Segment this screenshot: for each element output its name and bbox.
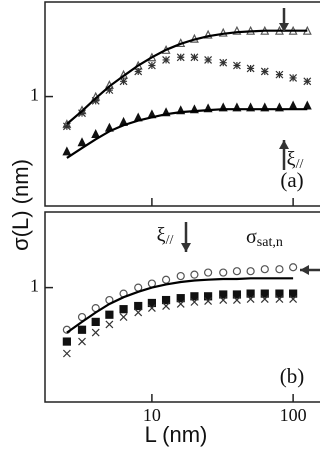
panel-label: (b) — [280, 364, 305, 388]
point — [161, 295, 171, 305]
point — [260, 289, 269, 298]
point — [162, 302, 170, 310]
point — [162, 56, 170, 64]
point — [232, 61, 241, 70]
point — [134, 301, 143, 311]
point — [275, 289, 284, 298]
point — [78, 109, 86, 118]
point — [219, 296, 228, 304]
point — [62, 337, 71, 346]
annotation: ξ// — [157, 224, 174, 249]
y-axis-label: σ(L) (nm) — [8, 159, 33, 251]
point — [134, 308, 143, 317]
point — [204, 56, 213, 64]
point — [190, 53, 199, 62]
point — [232, 25, 242, 35]
point — [91, 129, 101, 138]
point — [289, 289, 298, 298]
point — [275, 295, 284, 304]
point — [119, 77, 128, 86]
annotation-subscript: // — [296, 157, 304, 172]
annotation-symbol: ξ — [287, 148, 296, 170]
point — [232, 290, 242, 299]
point — [219, 268, 228, 277]
annotation-symbol: ξ — [157, 224, 166, 246]
arrow-head — [279, 23, 289, 32]
point — [232, 267, 242, 276]
point — [190, 292, 199, 301]
point — [289, 295, 298, 304]
annotation: ξ// — [287, 148, 304, 173]
arrow-head — [300, 265, 309, 275]
x-tick-label: 100 — [280, 405, 307, 425]
point — [62, 349, 71, 358]
point — [134, 67, 143, 76]
point — [62, 122, 71, 131]
point — [105, 86, 114, 95]
annotation-subscript: // — [166, 233, 174, 248]
point — [91, 96, 100, 105]
point — [203, 29, 213, 39]
point — [78, 337, 86, 346]
point — [303, 77, 312, 86]
x-tick-label: 10 — [143, 405, 161, 425]
x-axis-label: L (nm) — [145, 422, 208, 447]
point — [246, 267, 255, 276]
fit-curve — [66, 29, 308, 125]
arrow-head — [279, 140, 289, 149]
point — [275, 265, 284, 274]
point — [91, 317, 100, 326]
annotation-subscript: sat,n — [257, 235, 283, 250]
point — [246, 289, 255, 298]
point — [219, 58, 228, 67]
point — [119, 305, 128, 314]
y-tick-label: 1 — [30, 276, 39, 296]
point — [176, 294, 185, 303]
point — [105, 310, 114, 319]
point — [91, 328, 100, 337]
point — [147, 61, 156, 70]
point — [176, 53, 185, 62]
point — [289, 263, 298, 272]
axes-frame — [44, 211, 320, 403]
point — [260, 67, 269, 76]
point — [77, 325, 87, 334]
point — [232, 296, 241, 304]
point — [176, 300, 185, 308]
fit-curve — [66, 277, 294, 334]
point — [147, 298, 156, 308]
point — [190, 270, 199, 279]
point — [190, 298, 199, 306]
point — [119, 313, 128, 321]
point — [204, 297, 213, 305]
point — [77, 312, 87, 322]
point — [147, 304, 156, 313]
point — [302, 100, 312, 110]
point — [260, 265, 269, 274]
point — [77, 137, 87, 147]
point — [246, 295, 255, 304]
annotation-symbol: σ — [246, 226, 257, 248]
point — [275, 70, 284, 79]
point — [105, 320, 114, 329]
point — [176, 271, 185, 281]
panel-label: (a) — [280, 168, 303, 192]
point — [219, 290, 228, 299]
annotation: σsat,n — [246, 226, 283, 251]
point — [260, 295, 269, 304]
point — [246, 64, 255, 73]
point — [62, 146, 72, 156]
point — [288, 100, 298, 110]
point — [289, 73, 298, 82]
point — [203, 292, 213, 301]
y-tick-label: 1 — [30, 85, 39, 105]
point — [203, 268, 213, 277]
fit-curve — [66, 108, 308, 159]
point — [161, 275, 171, 284]
axes-frame — [44, 1, 320, 207]
arrow-head — [181, 243, 191, 252]
